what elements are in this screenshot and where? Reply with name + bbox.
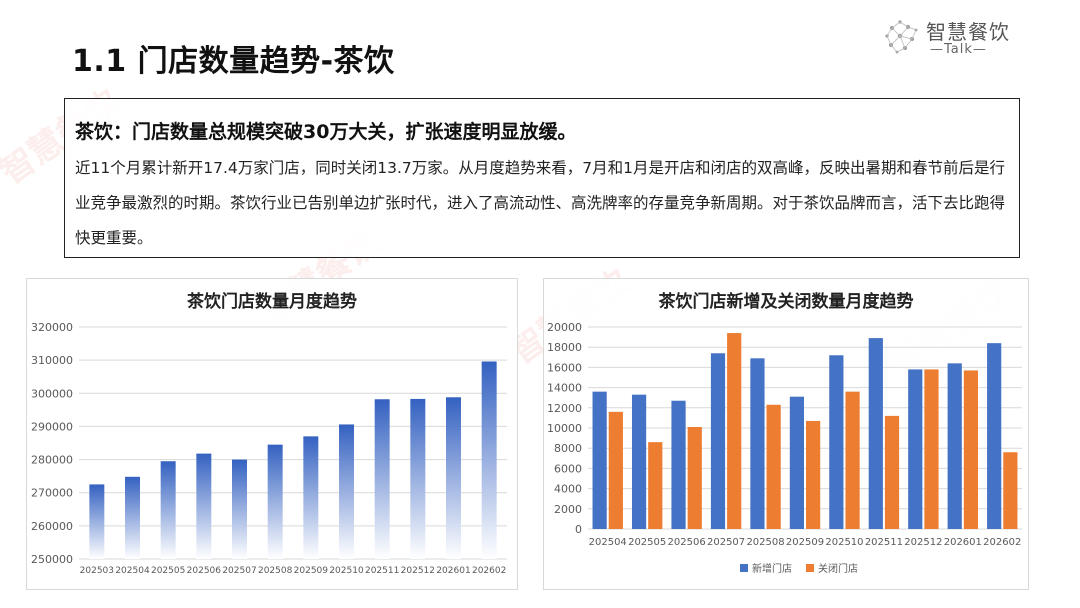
chart-title: 茶饮门店数量月度趋势 <box>187 292 357 312</box>
x-tick-label: 202505 <box>628 537 666 548</box>
y-tick-label: 290000 <box>31 420 73 433</box>
y-tick-label: 300000 <box>31 387 73 400</box>
bar-opened <box>671 400 686 529</box>
y-tick-label: 10000 <box>547 422 582 435</box>
bar-closed <box>608 411 623 529</box>
x-tick-label: 202504 <box>115 566 150 576</box>
legend-label: 新增门店 <box>752 562 792 575</box>
bar-closed <box>766 404 781 529</box>
bar <box>410 398 426 559</box>
page-title: 1.1 门店数量趋势-茶饮 <box>72 44 395 79</box>
y-tick-label: 20000 <box>547 321 582 334</box>
x-tick-label: 202503 <box>80 566 114 576</box>
chart-panel-store-count: 茶饮门店数量月度趋势 250000 260000 270000 280000 29000… <box>26 278 518 590</box>
bar <box>232 459 247 559</box>
bar-closed <box>648 442 663 529</box>
bar-closed <box>806 420 821 529</box>
x-tick-label: 202507 <box>222 566 256 576</box>
bar-opened <box>947 363 962 529</box>
bar <box>267 444 283 559</box>
bar-opened <box>908 369 923 529</box>
summary-headline: 茶饮：门店数量总规模突破30万大关，扩张速度明显放缓。 <box>75 121 577 143</box>
logo-mark-icon <box>885 20 918 54</box>
y-tick-label: 280000 <box>31 454 73 467</box>
legend-label: 关闭门店 <box>818 562 858 575</box>
logo-subtitle: —Talk— <box>930 42 987 57</box>
bar-opened <box>829 355 844 529</box>
y-tick-label: 6000 <box>554 462 582 475</box>
x-tick-label: 202509 <box>294 566 329 576</box>
summary-box: 茶饮：门店数量总规模突破30万大关，扩张速度明显放缓。 近11个月累计新开17.… <box>64 98 1020 258</box>
legend-swatch <box>740 564 748 572</box>
brand-logo: 智慧餐饮 —Talk— <box>878 14 1028 62</box>
x-tick-label: 202511 <box>865 537 903 548</box>
y-tick-label: 2000 <box>554 503 582 516</box>
y-tick-label: 260000 <box>31 520 73 533</box>
bar-opened <box>789 396 804 529</box>
x-tick-label: 202511 <box>365 566 399 576</box>
chart-store-count: 250000 260000 270000 280000 290000 300000 3100… <box>31 321 507 576</box>
x-tick-label: 202506 <box>668 537 706 548</box>
bar <box>446 397 461 559</box>
x-tick-label: 202602 <box>472 566 506 576</box>
y-tick-label: 310000 <box>31 354 73 367</box>
bar-closed <box>924 369 939 529</box>
x-tick-label: 202510 <box>825 537 863 548</box>
summary-body: 近11个月累计新开17.4万家门店，同时关闭13.7万家。从月度趋势来看，7月和… <box>75 159 1006 247</box>
x-tick-label: 202601 <box>436 566 470 576</box>
logo-name: 智慧餐饮 <box>926 20 1010 44</box>
y-tick-label: 0 <box>575 523 582 536</box>
bar-closed <box>727 333 742 529</box>
legend-swatch <box>806 564 814 572</box>
bar-opened <box>987 343 1002 529</box>
bar-opened <box>710 353 726 529</box>
bar-closed <box>1003 452 1018 529</box>
y-tick-label: 4000 <box>554 483 582 496</box>
x-tick-label: 202507 <box>707 537 745 548</box>
chart-title: 茶饮门店新增及关闭数量月度趋势 <box>658 292 914 312</box>
bar <box>125 476 140 559</box>
y-tick-label: 250000 <box>31 553 73 566</box>
y-tick-label: 18000 <box>547 341 582 354</box>
chart-panel-open-close: 茶饮门店新增及关闭数量月度趋势 0 2000 4000 6000 8000 10000 12… <box>543 278 1029 590</box>
x-tick-label: 202505 <box>151 566 185 576</box>
bar <box>160 461 176 559</box>
y-tick-label: 12000 <box>547 402 582 415</box>
bar <box>196 453 212 559</box>
bar <box>481 361 497 559</box>
y-tick-label: 16000 <box>547 361 582 374</box>
x-tick-label: 202509 <box>786 537 824 548</box>
y-tick-label: 270000 <box>31 487 73 500</box>
bar-opened <box>868 338 883 529</box>
bar <box>339 424 354 559</box>
bar-closed <box>687 426 702 529</box>
y-tick-label: 320000 <box>31 321 73 334</box>
bar-opened <box>631 394 647 529</box>
x-tick-label: 202510 <box>329 566 364 576</box>
x-tick-label: 202602 <box>983 537 1021 548</box>
y-tick-label: 8000 <box>554 442 582 455</box>
y-tick-label: 14000 <box>547 382 582 395</box>
x-tick-label: 202508 <box>258 566 293 576</box>
bar-opened <box>592 391 607 529</box>
bar-closed <box>845 391 860 529</box>
x-tick-label: 202506 <box>187 566 222 576</box>
bar <box>303 436 319 559</box>
bar-opened <box>750 358 765 529</box>
bar <box>374 399 390 559</box>
x-tick-label: 202512 <box>904 537 942 548</box>
bar-closed <box>963 370 979 529</box>
x-tick-label: 202601 <box>944 537 982 548</box>
bar <box>89 484 105 559</box>
bar-closed <box>884 415 900 529</box>
chart-open-close: 0 2000 4000 6000 8000 10000 12000 14000 16000 180… <box>547 321 1022 575</box>
x-tick-label: 202512 <box>401 566 435 576</box>
x-tick-label: 202508 <box>746 537 784 548</box>
x-tick-label: 202504 <box>589 537 627 548</box>
